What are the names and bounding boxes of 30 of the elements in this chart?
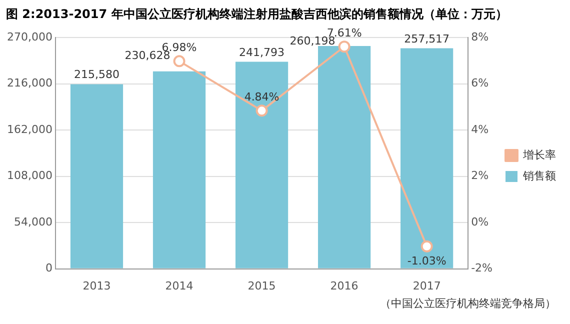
legend-label: 销售额 [522, 169, 556, 182]
y-tick-label: 216,000 [6, 76, 52, 90]
y2-tick-label: 8% [471, 30, 489, 44]
text: （中国公立医疗机构终端竞争格局） [379, 296, 557, 311]
data-label: -1.03% [407, 254, 446, 268]
point [420, 240, 433, 252]
x-tick-label: 2016 [330, 279, 358, 292]
y-tick-label: 162,000 [6, 122, 52, 136]
y-tick-label: 0 [45, 262, 52, 275]
y2-tick-label: -2% [471, 262, 492, 275]
y-tick-label: 54,000 [14, 215, 52, 228]
data-label: 4.84% [244, 90, 280, 104]
x-tick-label: 2015 [248, 279, 276, 292]
y2-tick-label: 0% [471, 215, 489, 228]
x-tick-label: 2014 [165, 279, 194, 292]
data-label: 257,517 [404, 32, 450, 46]
point [173, 55, 186, 68]
legend-label: 增长率 [522, 148, 556, 162]
x-tick-label: 2013 [82, 279, 111, 292]
data-label: 215,580 [74, 68, 120, 82]
point [338, 40, 350, 53]
y2-tick-label: 2% [471, 169, 489, 182]
chart-title: 图 2:2013-2017 年中国公立医疗机构终端注射用盐酸吉西他滨的销售额情况（单位：万元） [5, 6, 508, 23]
y2-tick-label: 4% [471, 122, 489, 136]
data-label: 241,793 [239, 46, 285, 59]
y-tick-label: 270,000 [6, 30, 52, 44]
point [256, 104, 268, 117]
y2-tick-label: 6% [471, 76, 489, 90]
x-tick-label: 2017 [412, 279, 441, 292]
y-tick-label: 108,000 [6, 169, 52, 182]
